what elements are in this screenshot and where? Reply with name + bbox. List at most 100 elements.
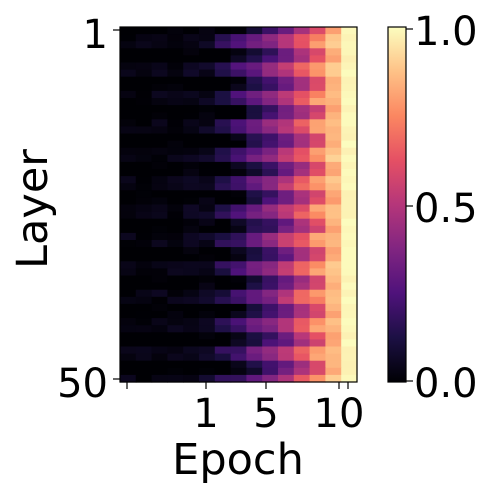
heatmap-cell bbox=[183, 119, 200, 127]
heatmap-cell bbox=[309, 332, 326, 340]
heatmap-cell bbox=[120, 27, 137, 35]
heatmap-cell bbox=[341, 275, 358, 284]
heatmap-cell bbox=[214, 190, 232, 198]
heatmap-cell bbox=[214, 282, 232, 291]
heatmap-cell bbox=[246, 119, 263, 127]
heatmap-cell bbox=[246, 169, 263, 177]
heatmap-cell bbox=[278, 247, 295, 255]
heatmap-cell bbox=[199, 311, 216, 319]
heatmap-cell bbox=[278, 311, 295, 319]
heatmap-cell bbox=[199, 147, 216, 156]
heatmap-cell bbox=[341, 339, 358, 348]
heatmap-cell bbox=[341, 119, 358, 127]
heatmap-cell bbox=[183, 90, 200, 99]
heatmap-cell bbox=[341, 374, 358, 383]
heatmap-cell bbox=[183, 55, 200, 64]
heatmap-cell bbox=[167, 133, 184, 142]
heatmap-cell bbox=[262, 169, 279, 177]
heatmap-cell bbox=[151, 98, 168, 106]
heatmap-cell bbox=[214, 367, 232, 376]
heatmap-cell bbox=[278, 296, 295, 305]
heatmap-cell bbox=[246, 204, 263, 213]
heatmap-cell bbox=[293, 169, 311, 177]
heatmap-cell bbox=[262, 154, 279, 163]
heatmap-cell bbox=[214, 374, 232, 383]
heatmap-cell bbox=[183, 176, 200, 184]
heatmap-cell bbox=[341, 76, 358, 85]
heatmap-cell bbox=[151, 112, 168, 120]
heatmap-cell bbox=[262, 41, 279, 49]
heatmap-cell bbox=[167, 83, 184, 92]
heatmap-cell bbox=[341, 282, 358, 291]
heatmap-cell bbox=[341, 105, 358, 113]
heatmap-cell bbox=[246, 325, 263, 333]
heatmap-cell bbox=[120, 225, 137, 234]
heatmap-cell bbox=[293, 247, 311, 255]
colorbar-label-05: 0.5 bbox=[414, 186, 478, 232]
heatmap-cell bbox=[262, 261, 279, 269]
heatmap-cell bbox=[151, 289, 168, 298]
heatmap-cell bbox=[214, 55, 232, 64]
heatmap-cell bbox=[325, 90, 342, 99]
heatmap-cell bbox=[341, 69, 358, 78]
heatmap-cell bbox=[293, 119, 311, 127]
heatmap-cell bbox=[309, 76, 326, 85]
x-tick-label-10: 10 bbox=[314, 391, 365, 437]
heatmap-cell bbox=[151, 360, 168, 369]
heatmap-cell bbox=[135, 367, 153, 376]
heatmap-cell bbox=[167, 339, 184, 348]
heatmap-cell bbox=[341, 62, 358, 71]
heatmap-cell bbox=[309, 48, 326, 56]
heatmap-cell bbox=[262, 374, 279, 383]
heatmap-cell bbox=[199, 204, 216, 213]
heatmap-cell bbox=[135, 105, 153, 113]
heatmap-cell bbox=[262, 232, 279, 241]
heatmap-cell bbox=[151, 275, 168, 284]
heatmap-cell bbox=[199, 282, 216, 291]
heatmap-cell bbox=[278, 325, 295, 333]
heatmap-cell bbox=[325, 318, 342, 326]
x-axis-ticks bbox=[126, 382, 349, 389]
heatmap-cell bbox=[199, 218, 216, 227]
heatmap-cell bbox=[230, 27, 247, 35]
heatmap-cell bbox=[120, 240, 137, 248]
heatmap-cell bbox=[293, 303, 311, 312]
heatmap-cell bbox=[341, 211, 358, 220]
heatmap-cell bbox=[278, 225, 295, 234]
heatmap-cell bbox=[135, 140, 153, 149]
heatmap-cell bbox=[214, 176, 232, 184]
heatmap-cell bbox=[325, 55, 342, 64]
heatmap-cell bbox=[246, 126, 263, 135]
heatmap-cell bbox=[214, 119, 232, 127]
heatmap-cell bbox=[230, 147, 247, 156]
heatmap-frame bbox=[119, 26, 358, 383]
heatmap-cell bbox=[278, 282, 295, 291]
heatmap-cell bbox=[151, 161, 168, 170]
heatmap-cell bbox=[167, 126, 184, 135]
heatmap-cell bbox=[341, 218, 358, 227]
heatmap-cell bbox=[293, 225, 311, 234]
heatmap-cell bbox=[325, 69, 342, 78]
heatmap-cell bbox=[341, 353, 358, 362]
heatmap-cell bbox=[293, 211, 311, 220]
heatmap-cell bbox=[167, 303, 184, 312]
heatmap-cell bbox=[120, 311, 137, 319]
heatmap-cell bbox=[151, 133, 168, 142]
heatmap-cell bbox=[293, 140, 311, 149]
heatmap-cell bbox=[278, 268, 295, 277]
heatmap-cell bbox=[325, 41, 342, 49]
heatmap-cell bbox=[293, 353, 311, 362]
heatmap-cell bbox=[325, 240, 342, 248]
heatmap-cell bbox=[293, 346, 311, 355]
heatmap-cell bbox=[151, 346, 168, 355]
heatmap-cell bbox=[199, 126, 216, 135]
heatmap-cell bbox=[230, 98, 247, 106]
heatmap-cell bbox=[341, 296, 358, 305]
heatmap-cell bbox=[183, 261, 200, 269]
heatmap-cell bbox=[309, 105, 326, 113]
heatmap-cell bbox=[230, 90, 247, 99]
heatmap-cell bbox=[341, 254, 358, 262]
heatmap-cell bbox=[309, 275, 326, 284]
heatmap-cell bbox=[199, 183, 216, 191]
heatmap-cell bbox=[262, 119, 279, 127]
